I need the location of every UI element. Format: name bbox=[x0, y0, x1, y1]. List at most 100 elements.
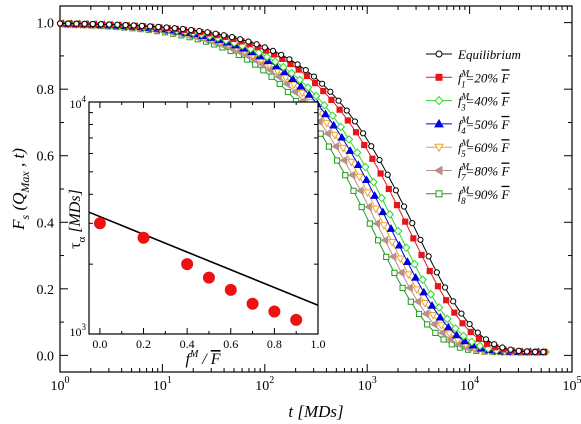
data-point bbox=[415, 310, 423, 318]
data-point bbox=[428, 312, 438, 320]
y-tick-label: 0.8 bbox=[37, 83, 55, 98]
data-point bbox=[358, 203, 365, 211]
data-point bbox=[245, 38, 252, 45]
data-point bbox=[353, 160, 363, 169]
data-point bbox=[371, 205, 381, 214]
legend-marker bbox=[434, 143, 444, 153]
inset-layer bbox=[88, 211, 319, 326]
inset-x-tick-label: 0.8 bbox=[267, 337, 282, 351]
data-point bbox=[344, 117, 351, 124]
data-point bbox=[515, 347, 522, 354]
data-point bbox=[237, 36, 244, 43]
legend-label: fM 5=60% F bbox=[458, 138, 510, 159]
data-point bbox=[424, 321, 431, 328]
data-point bbox=[387, 238, 397, 247]
data-point bbox=[280, 67, 290, 76]
data-point bbox=[368, 143, 375, 150]
legend-entry: fM 1=20% F bbox=[426, 68, 510, 89]
data-point bbox=[399, 284, 406, 292]
data-point bbox=[155, 23, 162, 30]
data-point bbox=[339, 155, 348, 165]
legend-marker bbox=[435, 50, 443, 58]
data-point bbox=[378, 207, 388, 216]
data-point bbox=[395, 255, 405, 264]
data-point bbox=[311, 79, 319, 87]
x-tick-label: 103 bbox=[358, 375, 377, 394]
data-point bbox=[374, 237, 382, 244]
data-point bbox=[320, 87, 327, 95]
data-point bbox=[196, 27, 203, 35]
data-point bbox=[89, 20, 96, 28]
legend-entry: fM 5=60% F bbox=[426, 138, 510, 159]
data-point bbox=[282, 79, 290, 89]
data-point bbox=[327, 88, 334, 95]
data-point bbox=[289, 81, 299, 90]
data-point bbox=[393, 226, 403, 236]
data-point bbox=[386, 224, 396, 232]
data-point bbox=[342, 172, 349, 179]
data-point bbox=[369, 177, 378, 187]
data-point bbox=[286, 56, 293, 63]
inset-data-point bbox=[181, 258, 194, 271]
data-point bbox=[269, 47, 277, 54]
data-point bbox=[330, 131, 340, 140]
data-point bbox=[287, 68, 296, 78]
inset-data-point bbox=[93, 217, 106, 230]
data-point bbox=[417, 236, 424, 243]
legend-label: fM 1=20% F bbox=[458, 68, 510, 89]
data-point bbox=[360, 130, 367, 137]
data-point bbox=[425, 253, 432, 260]
data-point bbox=[429, 319, 438, 329]
data-point bbox=[276, 80, 283, 88]
data-point bbox=[323, 129, 331, 139]
data-point bbox=[434, 303, 444, 312]
inset-x-tick-label: 0.2 bbox=[136, 337, 151, 351]
data-point bbox=[452, 330, 462, 339]
data-point bbox=[187, 26, 195, 34]
data-point bbox=[297, 89, 307, 98]
data-point bbox=[410, 259, 419, 269]
data-point bbox=[81, 20, 88, 27]
data-point bbox=[491, 341, 498, 348]
main-tick-labels: 100 101 102 103 104 105 0.0 0.2 0.4 0.6 0.8 1.0 bbox=[37, 17, 581, 394]
inset-fit-line bbox=[88, 211, 319, 307]
data-point bbox=[475, 335, 483, 342]
data-point bbox=[426, 289, 436, 299]
data-point bbox=[435, 312, 445, 321]
data-point bbox=[412, 286, 422, 295]
data-point bbox=[328, 96, 335, 104]
data-point bbox=[418, 251, 425, 259]
data-point bbox=[65, 20, 72, 27]
data-point bbox=[411, 273, 421, 281]
data-point bbox=[278, 51, 285, 58]
data-point bbox=[445, 330, 454, 339]
data-point bbox=[404, 271, 414, 280]
x-tick-label: 105 bbox=[563, 375, 581, 394]
data-point bbox=[523, 348, 531, 355]
data-point bbox=[372, 218, 381, 228]
y-tick-label: 0.6 bbox=[37, 150, 55, 165]
data-point bbox=[262, 52, 272, 62]
data-point bbox=[377, 170, 384, 177]
data-point bbox=[253, 41, 260, 48]
data-point bbox=[459, 320, 466, 327]
data-point bbox=[351, 118, 359, 125]
data-point bbox=[433, 269, 440, 276]
data-point bbox=[410, 235, 417, 242]
data-point bbox=[268, 73, 275, 80]
data-point bbox=[451, 309, 458, 316]
data-point bbox=[436, 322, 446, 330]
data-point bbox=[380, 235, 389, 245]
data-point bbox=[319, 80, 326, 87]
legend-label: Equilibrium bbox=[457, 47, 521, 62]
inset-x-tick-label: 0.0 bbox=[92, 337, 107, 351]
data-point bbox=[426, 267, 433, 275]
data-point bbox=[384, 171, 391, 178]
data-point bbox=[450, 298, 457, 305]
data-point bbox=[532, 348, 539, 355]
data-point bbox=[364, 202, 372, 212]
data-point bbox=[369, 155, 376, 162]
legend-entry: fM 8=90% F bbox=[426, 185, 510, 206]
data-point bbox=[393, 201, 401, 209]
